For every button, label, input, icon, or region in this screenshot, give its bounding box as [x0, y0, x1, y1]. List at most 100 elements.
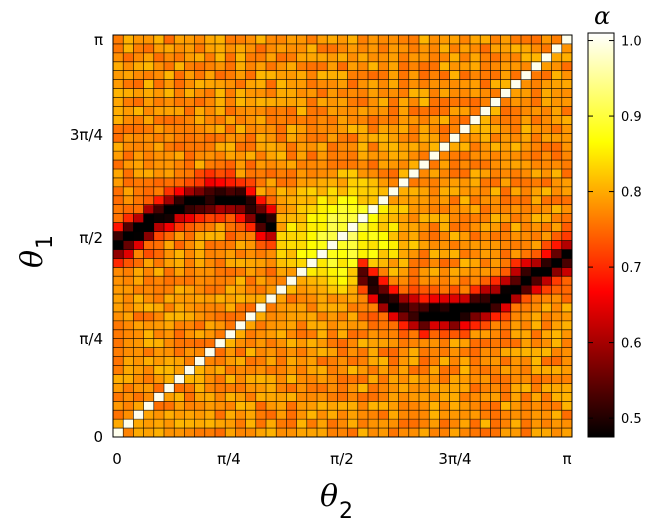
heatmap-cell — [408, 249, 420, 259]
heatmap-cell — [408, 276, 420, 286]
heatmap-cell — [561, 222, 573, 232]
heatmap-cell — [286, 35, 297, 45]
heatmap-cell — [500, 204, 512, 215]
heatmap-cell — [296, 231, 308, 241]
heatmap-cell — [133, 133, 144, 143]
heatmap-cell — [286, 410, 297, 420]
heatmap-cell — [133, 160, 144, 170]
heatmap-cell — [388, 88, 399, 98]
heatmap-cell — [306, 70, 318, 81]
heatmap-cell — [357, 61, 369, 72]
heatmap-cell — [500, 267, 512, 277]
heatmap-cell — [143, 186, 155, 197]
heatmap-cell — [561, 329, 573, 340]
heatmap-cell — [388, 383, 399, 393]
heatmap-cell — [490, 320, 501, 331]
heatmap-cell — [123, 410, 134, 420]
heatmap-cell — [245, 106, 257, 116]
heatmap-cell — [368, 106, 379, 116]
heatmap-cell — [204, 115, 216, 125]
heatmap-cell — [368, 267, 379, 277]
heatmap-cell — [255, 35, 267, 45]
heatmap-cell — [388, 177, 399, 188]
heatmap-cell — [439, 303, 450, 313]
heatmap-cell — [551, 365, 563, 375]
heatmap-cell — [337, 258, 348, 268]
heatmap-cell — [368, 231, 379, 241]
heatmap-cell — [204, 79, 216, 89]
heatmap-cell — [215, 151, 226, 161]
heatmap-cell — [419, 177, 430, 188]
heatmap-cell — [245, 160, 257, 170]
heatmap-cell — [541, 186, 552, 197]
heatmap-cell — [327, 249, 338, 259]
heatmap-cell — [174, 338, 185, 349]
heatmap-cell — [408, 79, 420, 89]
heatmap-cell — [378, 61, 389, 72]
heatmap-cell — [133, 428, 144, 438]
heatmap-cell — [439, 177, 450, 188]
heatmap-cell — [317, 79, 328, 89]
heatmap-cell — [357, 249, 369, 259]
heatmap-cell — [327, 428, 338, 438]
heatmap-cell — [306, 267, 318, 277]
heatmap-cell — [266, 151, 277, 161]
heatmap-cell — [204, 401, 216, 411]
heatmap-cell — [439, 186, 450, 197]
heatmap-cell — [143, 428, 155, 438]
heatmap-cell — [286, 160, 297, 170]
heatmap-cell — [235, 151, 246, 161]
heatmap-cell — [317, 204, 328, 215]
heatmap-cell — [164, 169, 175, 179]
heatmap-cell — [357, 401, 369, 411]
heatmap-cell — [204, 383, 216, 393]
heatmap-cell — [388, 338, 399, 349]
heatmap-cell — [429, 428, 440, 438]
heatmap-cell — [398, 151, 410, 161]
heatmap-cell — [357, 419, 369, 429]
heatmap-cell — [378, 169, 389, 179]
heatmap-cell — [174, 133, 185, 143]
heatmap-cell — [347, 213, 359, 223]
heatmap-cell — [521, 365, 532, 375]
heatmap-cell — [184, 267, 195, 277]
heatmap-cell — [500, 213, 512, 223]
heatmap-cell — [368, 204, 379, 215]
heatmap-cell — [368, 258, 379, 268]
heatmap-cell — [388, 356, 399, 366]
heatmap-cell — [480, 222, 491, 232]
heatmap-cell — [378, 43, 389, 54]
heatmap-cell — [204, 303, 216, 313]
heatmap-cell — [215, 365, 226, 375]
heatmap-cell — [266, 61, 277, 72]
heatmap-cell — [449, 79, 461, 89]
heatmap-cell — [561, 88, 573, 98]
heatmap-cell — [470, 267, 481, 277]
heatmap-cell — [347, 267, 359, 277]
heatmap-cell — [551, 204, 563, 215]
heatmap-cell — [174, 258, 185, 268]
y-axis-label: θ — [15, 250, 50, 268]
heatmap-cell — [470, 142, 481, 152]
heatmap-cell — [419, 35, 430, 45]
heatmap-cell — [327, 311, 338, 322]
heatmap-cell — [286, 383, 297, 393]
heatmap-cell — [439, 151, 450, 161]
heatmap-cell — [368, 419, 379, 429]
heatmap-cell — [398, 97, 410, 107]
heatmap-cell — [531, 133, 542, 143]
heatmap-cell — [225, 365, 236, 375]
heatmap-cell — [276, 70, 287, 81]
heatmap-cell — [204, 35, 216, 45]
heatmap-cell — [510, 88, 522, 98]
heatmap-cell — [184, 43, 195, 54]
heatmap-cell — [347, 356, 359, 366]
heatmap-cell — [245, 267, 257, 277]
heatmap-cell — [510, 97, 522, 107]
heatmap-cell — [480, 213, 491, 223]
heatmap-cell — [215, 311, 226, 322]
heatmap-cell — [235, 97, 246, 107]
heatmap-cell — [153, 401, 165, 411]
heatmap-cell — [215, 419, 226, 429]
heatmap-cell — [480, 177, 491, 188]
